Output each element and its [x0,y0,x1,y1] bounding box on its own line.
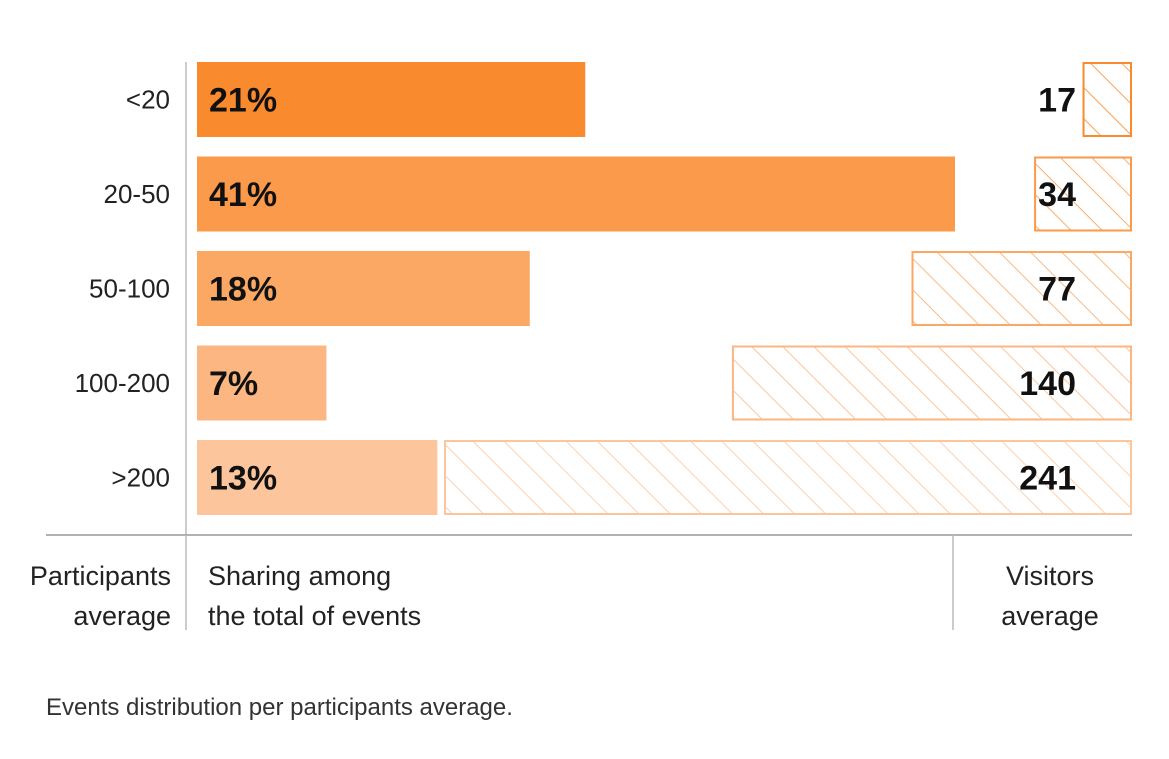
share-bar [197,62,586,137]
axes [46,62,1132,630]
sharing-title-line-2: the total of events [208,601,422,631]
visitors-bar [1034,156,1133,232]
visitors-title-line-2: average [1001,601,1099,631]
category-labels: <20 20-50 50-100 100-200 >200 [75,85,170,493]
sharing-title: Sharing among the total of events [208,556,421,636]
category-label: 100-200 [75,368,170,398]
share-bars: 21% 41% 18% 7% 13% [197,62,955,515]
share-bar [197,156,955,232]
visitors-title-line-1: Visitors [1005,561,1095,591]
visitors-value-label: 34 [1038,176,1076,214]
category-label: 50-100 [89,274,170,304]
share-bar [197,440,438,515]
visitors-average-title: Visitors average [960,556,1140,636]
visitors-bar [1082,62,1133,137]
share-bar [197,251,530,326]
share-value-label: 18% [209,271,277,309]
share-value-label: 13% [209,460,277,498]
participants-title-line-2: average [73,601,171,631]
share-bar [197,345,327,421]
chart-caption: Events distribution per participants ave… [46,694,513,721]
sharing-title-line-1: Sharing among [208,561,392,591]
participants-title-line-1: Participants [29,561,171,591]
category-label: <20 [126,85,170,115]
visitors-value-label: 77 [1038,271,1076,309]
visitors-value-label: 140 [1019,365,1076,403]
visitors-value-label: 17 [1038,82,1076,120]
share-value-label: 41% [209,176,277,214]
visitors-value-label: 241 [1019,460,1076,498]
visitors-bar [731,345,1132,421]
share-value-label: 7% [209,365,258,403]
category-label: >200 [111,463,170,493]
visitor-bars: 17 34 77 140 241 [444,62,1133,515]
category-label: 20-50 [104,179,171,209]
participants-average-title: Participants average [0,556,171,636]
visitors-bar [444,440,1132,515]
share-value-label: 21% [209,82,277,120]
visitors-bar [911,251,1132,326]
